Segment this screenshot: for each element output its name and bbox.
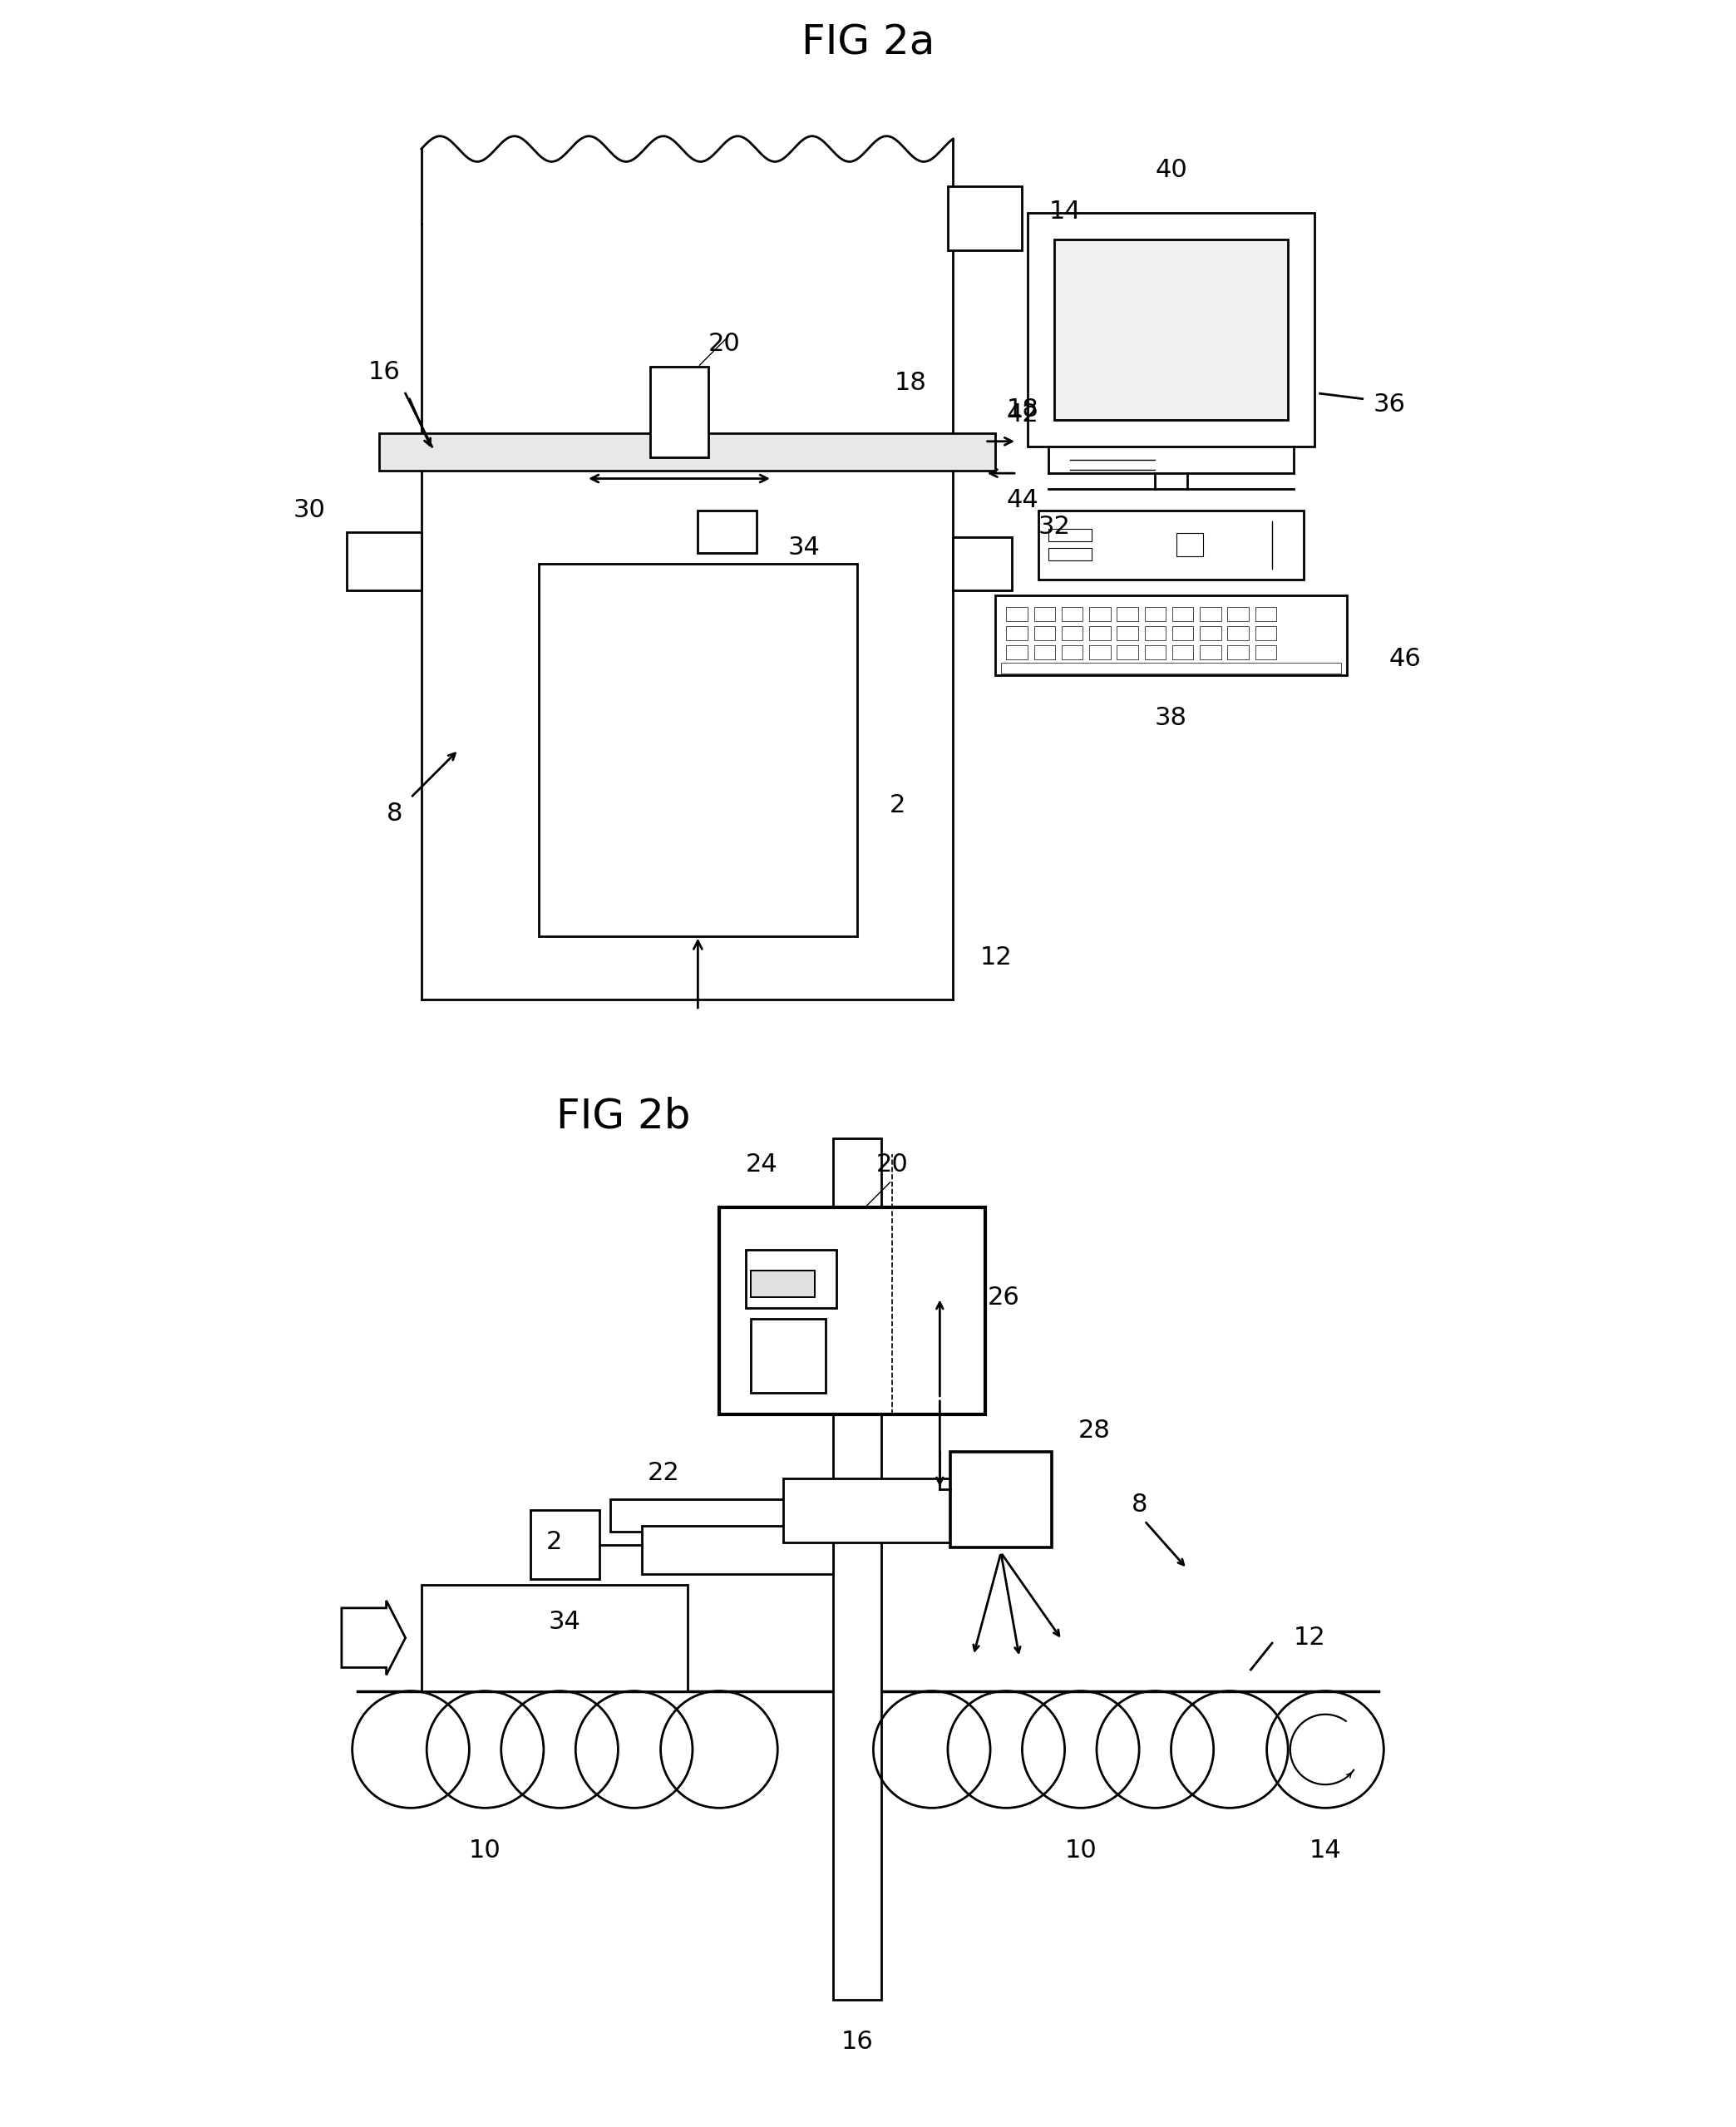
Bar [1255,647,1276,659]
Text: 20: 20 [877,1153,908,1176]
Bar [1049,547,1092,559]
Bar [1255,608,1276,621]
Bar [1144,647,1167,659]
Text: 8: 8 [387,802,403,825]
Bar [1116,608,1139,621]
Bar [378,434,996,470]
Bar [422,1585,687,1691]
Text: 12: 12 [979,944,1012,970]
Bar [950,1451,1052,1548]
Bar [1177,534,1203,555]
Text: 18: 18 [894,370,927,396]
Bar [752,1270,814,1297]
Bar [347,532,422,589]
Bar [1007,647,1028,659]
Text: 34: 34 [788,536,821,559]
Text: 2: 2 [547,1529,562,1555]
Bar [1061,608,1083,621]
Bar [1049,530,1092,540]
Text: 40: 40 [1154,157,1187,183]
Bar [1002,664,1342,672]
Text: 10: 10 [469,1838,502,1863]
Bar [996,596,1347,676]
Text: 16: 16 [842,2029,873,2055]
Text: 34: 34 [549,1610,582,1634]
Text: 8: 8 [1132,1493,1147,1517]
Bar [538,564,858,936]
Bar [746,1249,837,1308]
Bar [1227,608,1248,621]
Bar [609,1500,833,1531]
Bar [719,1208,984,1414]
Text: 12: 12 [1293,1625,1326,1651]
Text: 20: 20 [708,332,741,357]
Text: 44: 44 [1007,487,1038,513]
Bar [1255,625,1276,640]
Text: FIG 2a: FIG 2a [802,23,934,62]
Text: 16: 16 [368,359,401,385]
Text: 10: 10 [1064,1838,1097,1863]
Bar [1035,647,1055,659]
Text: FIG 2b: FIG 2b [556,1098,691,1136]
Text: 14: 14 [1049,200,1082,223]
Text: 32: 32 [1038,515,1071,538]
Text: 36: 36 [1373,391,1406,417]
Bar [1200,625,1220,640]
Bar [1088,625,1111,640]
Text: 30: 30 [293,498,326,523]
Bar [1038,510,1304,579]
Bar [1200,647,1220,659]
Bar [698,510,757,553]
Bar [1007,608,1028,621]
Text: 26: 26 [988,1285,1019,1310]
Bar [1172,647,1193,659]
Bar [1035,625,1055,640]
Bar [953,538,1012,589]
Bar [1200,608,1220,621]
Bar [531,1510,599,1578]
Bar [752,1319,825,1393]
Bar [1172,625,1193,640]
Bar [1088,608,1111,621]
Bar [1061,625,1083,640]
Text: 22: 22 [648,1461,679,1485]
Bar [1007,625,1028,640]
Text: 28: 28 [1078,1419,1109,1442]
Bar [1061,647,1083,659]
Bar [1144,608,1167,621]
Bar [1227,647,1248,659]
Text: 42: 42 [1007,402,1038,428]
Bar [1116,647,1139,659]
Bar [1116,625,1139,640]
Text: 46: 46 [1389,647,1422,672]
Bar [1144,625,1167,640]
FancyArrow shape [342,1600,406,1676]
Bar [948,185,1023,249]
Bar [1035,608,1055,621]
Text: 18: 18 [1007,398,1038,421]
Bar [783,1478,979,1542]
Text: 14: 14 [1309,1838,1342,1863]
Text: 38: 38 [1154,706,1187,730]
Bar [1088,647,1111,659]
Bar [1172,608,1193,621]
Bar [1227,625,1248,640]
Bar [649,368,708,457]
Bar [1054,238,1288,421]
Text: 2: 2 [889,793,906,817]
Bar [642,1527,833,1574]
Text: 24: 24 [745,1153,778,1176]
Bar [833,1138,882,1999]
Bar [1028,213,1314,447]
